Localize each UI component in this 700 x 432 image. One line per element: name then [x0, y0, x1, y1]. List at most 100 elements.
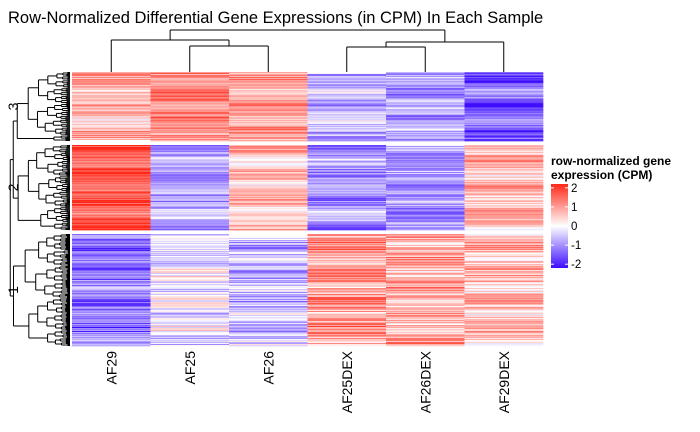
heatmap-cell: [150, 129, 230, 131]
heatmap-cell: [72, 140, 151, 142]
heatmap-cell: [72, 324, 151, 326]
heatmap-cell: [307, 82, 387, 85]
heatmap-cell: [386, 100, 465, 102]
heatmap-cell: [307, 185, 387, 187]
heatmap-cell: [72, 306, 151, 308]
heatmap-cell: [386, 261, 465, 263]
heatmap-cell: [72, 279, 151, 281]
heatmap-cell: [386, 221, 465, 223]
heatmap-cell: [386, 208, 465, 211]
heatmap-cell: [72, 223, 151, 225]
heatmap-cell: [150, 227, 230, 229]
heatmap-cell: [72, 242, 151, 244]
heatmap-cell: [150, 205, 230, 208]
heatmap-cell: [150, 201, 230, 204]
heatmap-cell: [72, 108, 151, 110]
heatmap-cell: [229, 176, 308, 179]
heatmap-cell: [464, 218, 544, 220]
heatmap-cell: [72, 316, 151, 318]
heatmap-cell: [386, 145, 465, 147]
heatmap-cell: [150, 123, 230, 125]
heatmap-cell: [464, 282, 544, 284]
heatmap-cell: [464, 145, 544, 147]
heatmap-cell: [386, 334, 465, 336]
heatmap-cell: [386, 202, 465, 205]
heatmap-cell: [72, 132, 151, 134]
heatmap-cell: [386, 190, 465, 192]
heatmap-cell: [229, 330, 308, 332]
heatmap-cell: [229, 328, 308, 330]
heatmap-cell: [464, 322, 544, 324]
heatmap-cell: [150, 243, 230, 245]
heatmap-cell: [150, 78, 230, 81]
heatmap-cell: [229, 83, 308, 86]
heatmap-cell: [307, 245, 387, 247]
heatmap-cell: [307, 268, 387, 270]
heatmap-cell: [464, 261, 544, 263]
heatmap-cell: [386, 159, 465, 161]
heatmap-cell: [307, 139, 387, 141]
heatmap-cell: [229, 285, 308, 287]
heatmap-cell: [229, 174, 308, 177]
heatmap-cell: [386, 182, 465, 184]
heatmap-cell: [229, 104, 308, 106]
heatmap-cell: [307, 330, 387, 332]
heatmap-cell: [229, 137, 308, 139]
heatmap-cell: [307, 196, 387, 198]
heatmap-cell: [386, 75, 465, 78]
heatmap-cell: [307, 201, 387, 203]
heatmap-cell: [72, 192, 151, 194]
heatmap-cell: [307, 109, 387, 111]
heatmap-cell: [464, 221, 544, 223]
heatmap-cell: [464, 300, 544, 302]
heatmap-cell: [229, 337, 308, 339]
heatmap-cell: [150, 301, 230, 303]
heatmap-cell: [307, 297, 387, 299]
heatmap-cell: [150, 285, 230, 287]
heatmap-cell: [307, 325, 387, 327]
heatmap-cell: [229, 314, 308, 316]
heatmap-cell: [72, 134, 151, 136]
heatmap-cell: [72, 203, 151, 206]
heatmap-cell: [464, 110, 544, 112]
heatmap-cell: [464, 192, 544, 194]
heatmap-cell: [464, 103, 544, 105]
legend-tick-label: 0: [571, 221, 577, 233]
heatmap-cell: [307, 135, 387, 137]
heatmap-cell: [464, 76, 544, 79]
heatmap-cell: [229, 92, 308, 95]
heatmap-cell: [307, 117, 387, 119]
heatmap-cell: [307, 127, 387, 129]
heatmap-cell: [307, 287, 387, 289]
heatmap-cell: [229, 312, 308, 314]
heatmap-cell: [307, 320, 387, 322]
heatmap-cell: [307, 274, 387, 276]
heatmap-cell: [386, 175, 465, 178]
heatmap-cell: [72, 128, 151, 130]
heatmap-cell: [150, 89, 230, 92]
heatmap-cell: [72, 153, 151, 156]
heatmap-cell: [150, 92, 230, 95]
heatmap-cell: [229, 344, 308, 346]
heatmap-cell: [150, 335, 230, 337]
heatmap-cell: [150, 145, 230, 147]
heatmap-cell: [464, 277, 544, 279]
heatmap-cell: [386, 283, 465, 285]
heatmap-cell: [307, 327, 387, 329]
heatmap-cell: [229, 130, 308, 132]
heatmap-cell: [229, 266, 308, 268]
heatmap-cell: [464, 166, 544, 168]
heatmap-cell: [150, 292, 230, 294]
heatmap-cell: [72, 253, 151, 255]
heatmap-cell: [307, 266, 387, 268]
heatmap-cell: [464, 116, 544, 118]
heatmap-cell: [229, 299, 308, 301]
heatmap-cell: [150, 252, 230, 254]
heatmap-cell: [150, 171, 230, 173]
heatmap-cell: [72, 76, 151, 79]
heatmap-cell: [150, 147, 230, 150]
heatmap-cell: [229, 308, 308, 310]
heatmap-cell: [229, 257, 308, 259]
legend-title-line-2: expression (CPM): [551, 168, 652, 182]
heatmap-cell: [307, 155, 387, 157]
